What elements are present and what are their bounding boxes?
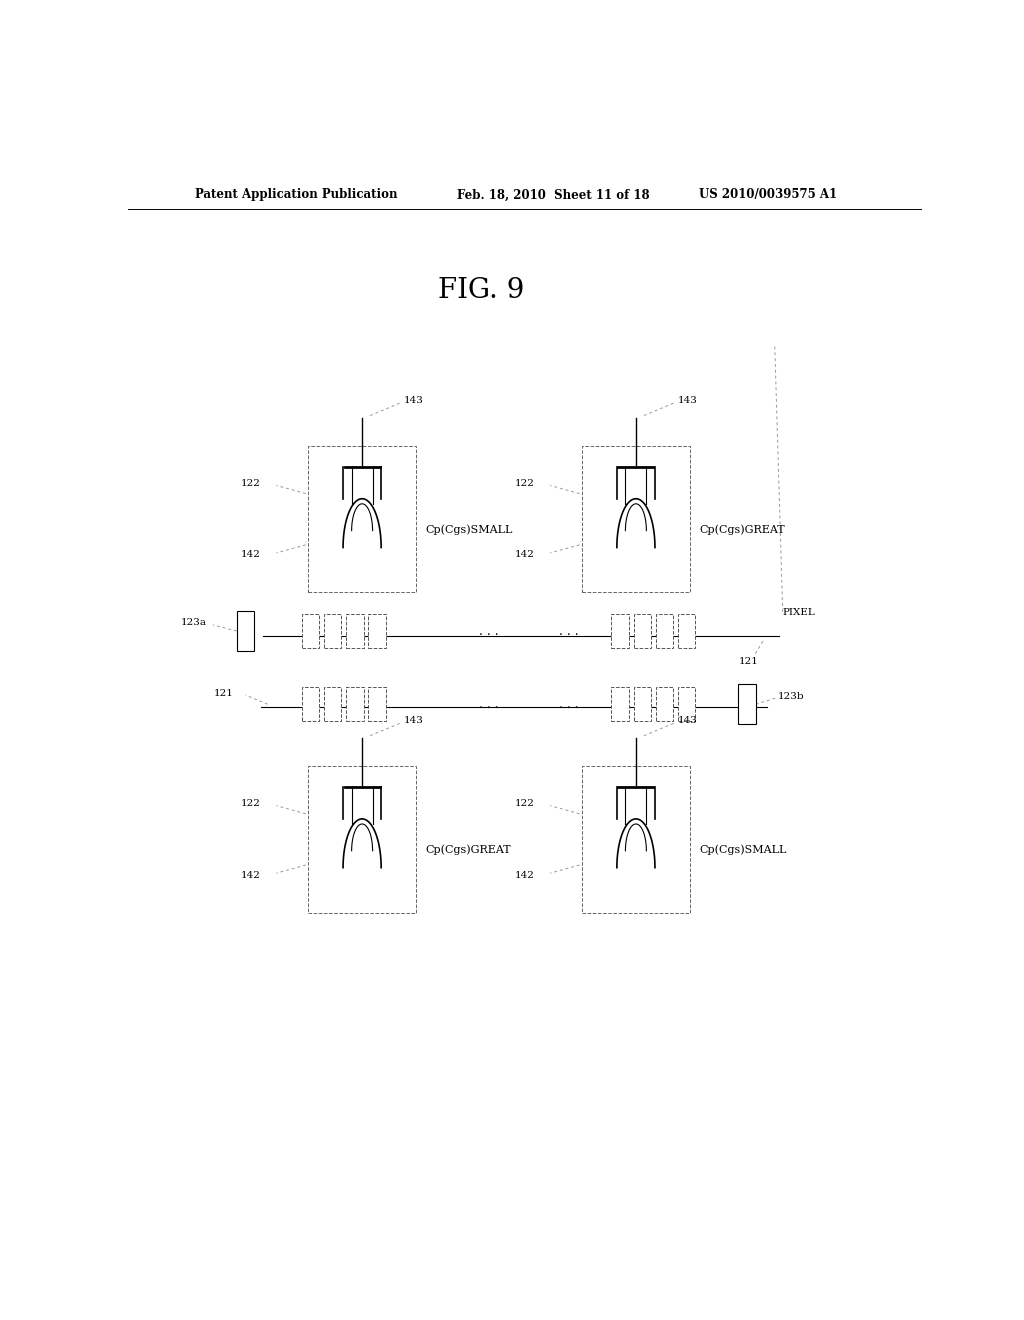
- Bar: [655, 614, 673, 648]
- Text: Feb. 18, 2010  Sheet 11 of 18: Feb. 18, 2010 Sheet 11 of 18: [458, 189, 650, 202]
- Bar: [369, 686, 386, 722]
- Text: Cp(Cgs)GREAT: Cp(Cgs)GREAT: [699, 524, 785, 535]
- Bar: [678, 686, 695, 722]
- Text: . . .: . . .: [559, 624, 579, 638]
- Text: Cp(Cgs)SMALL: Cp(Cgs)SMALL: [426, 524, 513, 535]
- Text: 121: 121: [214, 689, 233, 697]
- Text: 143: 143: [404, 396, 424, 405]
- Text: . . .: . . .: [479, 624, 499, 638]
- Bar: [324, 614, 341, 648]
- Text: . . .: . . .: [559, 698, 579, 710]
- Text: 143: 143: [678, 396, 697, 405]
- Text: 122: 122: [514, 799, 535, 808]
- Bar: [346, 614, 364, 648]
- Text: Patent Application Publication: Patent Application Publication: [196, 189, 398, 202]
- Text: . . .: . . .: [479, 698, 499, 710]
- Text: 122: 122: [514, 479, 535, 488]
- Text: Cp(Cgs)SMALL: Cp(Cgs)SMALL: [699, 845, 786, 855]
- Text: PIXEL: PIXEL: [782, 609, 815, 618]
- Bar: [369, 614, 386, 648]
- Text: 123b: 123b: [778, 692, 805, 701]
- Bar: [346, 686, 364, 722]
- Bar: [582, 766, 690, 912]
- Text: 142: 142: [514, 550, 535, 560]
- Text: 142: 142: [241, 871, 260, 879]
- Text: 143: 143: [404, 715, 424, 725]
- Bar: [237, 611, 254, 651]
- Text: 123a: 123a: [181, 618, 207, 627]
- Text: 143: 143: [678, 715, 697, 725]
- Bar: [678, 614, 695, 648]
- Text: Cp(Cgs)GREAT: Cp(Cgs)GREAT: [426, 845, 511, 855]
- Bar: [655, 686, 673, 722]
- Bar: [302, 614, 319, 648]
- Bar: [302, 686, 319, 722]
- Bar: [634, 614, 651, 648]
- Text: 142: 142: [514, 871, 535, 879]
- Text: 142: 142: [241, 550, 260, 560]
- Text: 121: 121: [739, 657, 759, 667]
- Bar: [738, 684, 756, 725]
- Bar: [324, 686, 341, 722]
- Bar: [634, 686, 651, 722]
- Text: FIG. 9: FIG. 9: [437, 277, 524, 304]
- Bar: [308, 446, 416, 593]
- Bar: [611, 614, 629, 648]
- Text: 122: 122: [241, 799, 260, 808]
- Bar: [308, 766, 416, 912]
- Text: US 2010/0039575 A1: US 2010/0039575 A1: [699, 189, 838, 202]
- Text: 122: 122: [241, 479, 260, 488]
- Bar: [611, 686, 629, 722]
- Bar: [582, 446, 690, 593]
